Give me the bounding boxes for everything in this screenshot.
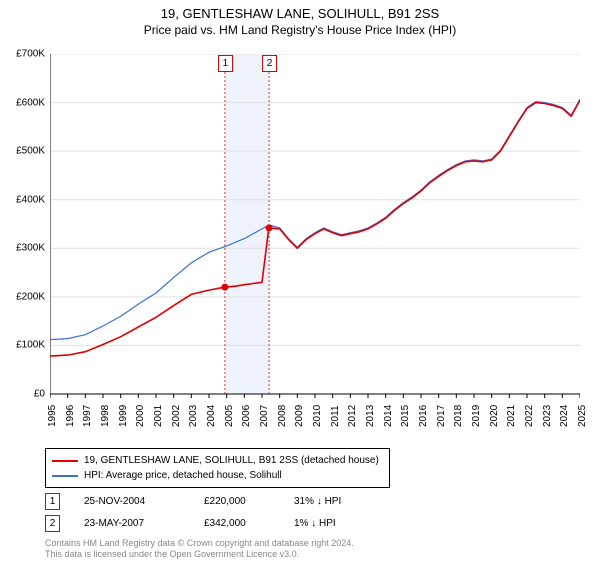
sales-table: 1 25-NOV-2004 £220,000 31% ↓ HPI 2 23-MA… <box>45 492 374 536</box>
legend-row-hpi: HPI: Average price, detached house, Soli… <box>52 468 383 483</box>
x-tick-label: 2020 <box>489 405 500 427</box>
x-tick-label: 2017 <box>436 405 447 427</box>
x-tick-label: 2024 <box>559 405 570 427</box>
legend-row-subject: 19, GENTLESHAW LANE, SOLIHULL, B91 2SS (… <box>52 453 383 468</box>
x-tick-label: 2001 <box>153 405 164 427</box>
sale-diff-1: 31% ↓ HPI <box>294 496 374 507</box>
x-tick-label: 2025 <box>577 405 588 427</box>
chart-title: 19, GENTLESHAW LANE, SOLIHULL, B91 2SS <box>0 6 600 21</box>
chart-subtitle: Price paid vs. HM Land Registry's House … <box>0 23 600 37</box>
sale-marker-box-1: 1 <box>218 55 233 72</box>
footer-line-1: Contains HM Land Registry data © Crown c… <box>45 538 354 549</box>
x-tick-label: 2010 <box>312 405 323 427</box>
sale-marker-2: 2 <box>45 515 60 532</box>
x-tick-label: 2006 <box>241 405 252 427</box>
chart-area: £0£100K£200K£300K£400K£500K£600K£700K199… <box>50 54 580 404</box>
x-tick-label: 2005 <box>224 405 235 427</box>
x-tick-label: 2016 <box>418 405 429 427</box>
legend-label-subject: 19, GENTLESHAW LANE, SOLIHULL, B91 2SS (… <box>84 455 379 466</box>
sale-date-1: 25-NOV-2004 <box>84 496 204 507</box>
x-tick-label: 2009 <box>294 405 305 427</box>
y-tick-label: £600K <box>16 97 45 108</box>
x-tick-label: 2014 <box>383 405 394 427</box>
chart-svg <box>50 54 580 404</box>
x-tick-label: 1999 <box>118 405 129 427</box>
y-tick-label: £0 <box>34 389 45 400</box>
sale-diff-2: 1% ↓ HPI <box>294 518 374 529</box>
sale-marker-box-2: 2 <box>262 55 277 72</box>
y-tick-label: £700K <box>16 49 45 60</box>
x-tick-label: 2013 <box>365 405 376 427</box>
y-tick-label: £400K <box>16 194 45 205</box>
x-tick-label: 2011 <box>330 405 341 427</box>
sale-row-1: 1 25-NOV-2004 £220,000 31% ↓ HPI <box>45 492 374 510</box>
sale-row-2: 2 23-MAY-2007 £342,000 1% ↓ HPI <box>45 514 374 532</box>
x-tick-label: 2000 <box>135 405 146 427</box>
x-tick-label: 2002 <box>171 405 182 427</box>
x-tick-label: 2003 <box>188 405 199 427</box>
sale-marker-1: 1 <box>45 493 60 510</box>
x-tick-label: 2023 <box>542 405 553 427</box>
x-tick-label: 1997 <box>82 405 93 427</box>
legend-swatch-hpi <box>52 475 78 477</box>
x-tick-label: 2019 <box>471 405 482 427</box>
x-tick-label: 2015 <box>400 405 411 427</box>
x-tick-label: 2022 <box>524 405 535 427</box>
x-tick-label: 2007 <box>259 405 270 427</box>
x-tick-label: 2012 <box>347 405 358 427</box>
legend-swatch-subject <box>52 460 78 462</box>
x-tick-label: 1998 <box>100 405 111 427</box>
x-tick-label: 1995 <box>47 405 58 427</box>
y-tick-label: £100K <box>16 340 45 351</box>
footer-line-2: This data is licensed under the Open Gov… <box>45 549 354 560</box>
legend-box: 19, GENTLESHAW LANE, SOLIHULL, B91 2SS (… <box>45 448 390 488</box>
sale-price-1: £220,000 <box>204 496 294 507</box>
sale-date-2: 23-MAY-2007 <box>84 518 204 529</box>
footer-attribution: Contains HM Land Registry data © Crown c… <box>45 538 354 561</box>
sale-price-2: £342,000 <box>204 518 294 529</box>
y-tick-label: £200K <box>16 291 45 302</box>
x-tick-label: 2008 <box>277 405 288 427</box>
x-tick-label: 2021 <box>506 405 517 427</box>
x-tick-label: 2004 <box>206 405 217 427</box>
y-tick-label: £300K <box>16 243 45 254</box>
legend-label-hpi: HPI: Average price, detached house, Soli… <box>84 470 282 481</box>
x-tick-label: 2018 <box>453 405 464 427</box>
y-tick-label: £500K <box>16 146 45 157</box>
x-tick-label: 1996 <box>65 405 76 427</box>
